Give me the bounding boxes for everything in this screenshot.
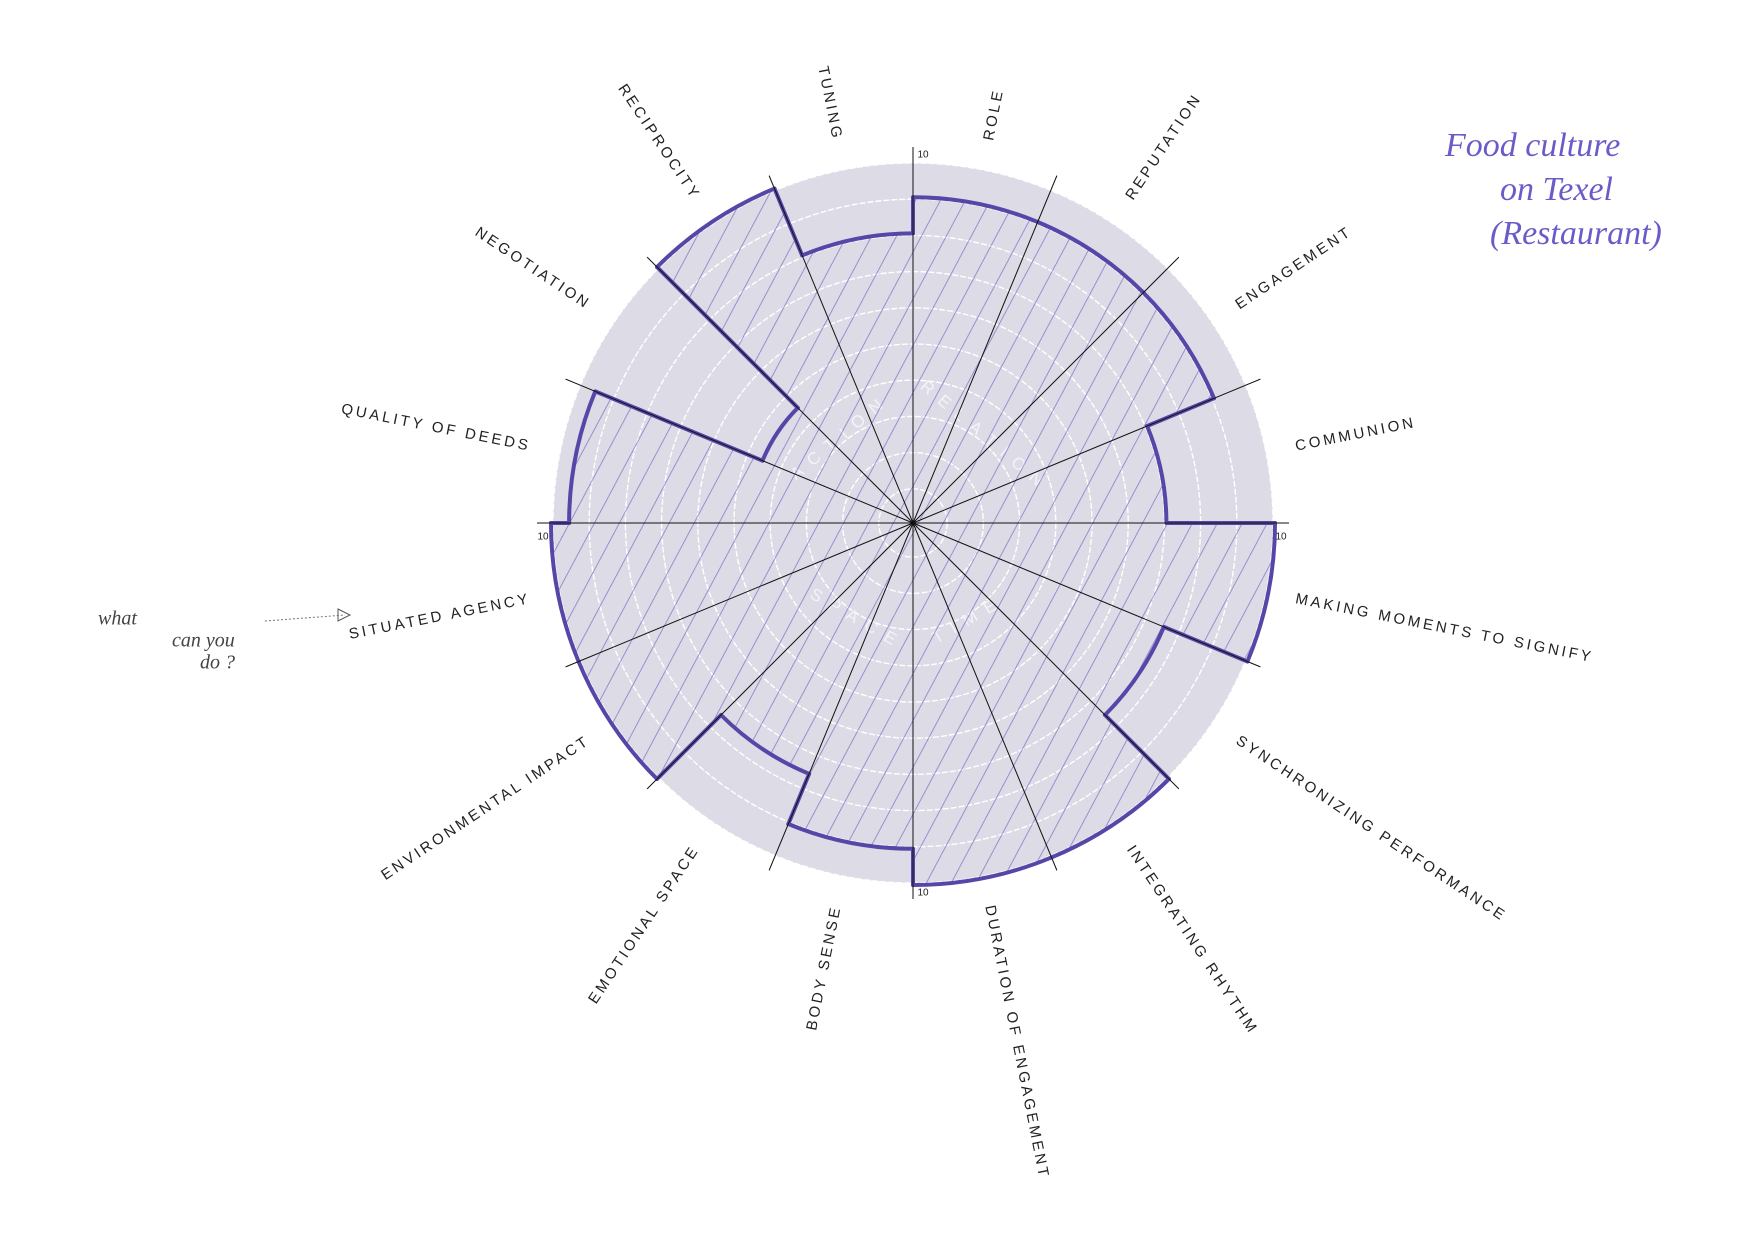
scale-label: 10 <box>917 150 929 161</box>
category-label: RECIPROCITY <box>614 81 703 203</box>
category-label: ROLE <box>980 87 1007 142</box>
category-label: EMOTIONAL SPACE <box>585 842 703 1007</box>
handwritten-note: Food culture on Texel (Restaurant) <box>1444 127 1662 252</box>
category-label: INTEGRATING RHYTHM <box>1123 842 1261 1037</box>
category-label: BODY SENSE <box>803 904 845 1032</box>
category-label: NEGOTIATION <box>472 224 594 313</box>
question-line: what <box>98 608 137 630</box>
category-label: QUALITY OF DEEDS <box>340 400 532 454</box>
note-line: on Texel <box>1500 171 1613 208</box>
category-label: MAKING MOMENTS TO SIGNIFY <box>1294 590 1595 666</box>
scale-label: 10 <box>917 888 929 899</box>
arrow-head <box>338 609 350 621</box>
scale-label: 10 <box>537 532 549 543</box>
question-line: do ? <box>200 652 235 674</box>
category-label: DURATION OF ENGAGEMENT <box>981 904 1052 1181</box>
arrow <box>265 615 345 621</box>
note-line: (Restaurant) <box>1490 215 1662 252</box>
scale-label: 10 <box>1275 532 1287 543</box>
category-label: ENVIRONMENTAL IMPACT <box>378 732 593 883</box>
question-line: can you <box>172 630 235 652</box>
category-label: TUNING <box>814 65 845 142</box>
handwritten-question: what can youdo ? <box>98 608 235 674</box>
category-label: SYNCHRONIZING PERFORMANCE <box>1233 732 1510 925</box>
category-label: COMMUNION <box>1294 414 1418 455</box>
category-label: SITUATED AGENCY <box>348 590 533 643</box>
note-line: Food culture <box>1444 127 1620 164</box>
category-label: ENGAGEMENT <box>1232 223 1355 313</box>
category-label: REPUTATION <box>1122 90 1205 203</box>
